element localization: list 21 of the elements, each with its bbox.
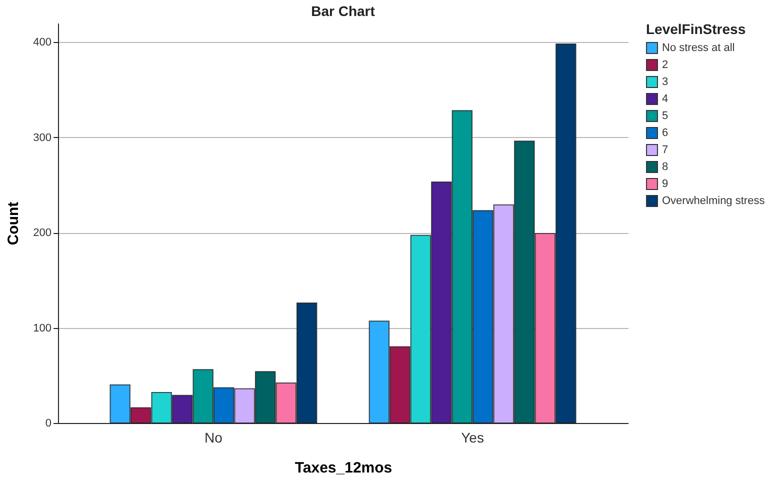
y-tick-label: 400 [33, 36, 52, 49]
legend-label: 3 [662, 76, 668, 88]
legend-label: 6 [662, 127, 668, 139]
x-tick-label: No [204, 430, 223, 446]
x-axis-title: Taxes_12mos [294, 460, 392, 476]
legend-label: 2 [662, 59, 668, 71]
legend-label: Overwhelming stress [662, 195, 766, 207]
y-tick-label: 300 [33, 132, 52, 144]
legend-label: No stress at all [662, 42, 735, 54]
y-axis-title: Count [5, 202, 22, 246]
y-tick-label: 100 [33, 322, 52, 334]
legend-label: 8 [662, 161, 668, 173]
y-tick-label: 200 [33, 227, 52, 240]
chart-title: Bar Chart [311, 3, 376, 19]
x-tick-label: Yes [461, 430, 484, 446]
legend-label: 9 [662, 178, 668, 190]
legend-label: 4 [662, 93, 668, 105]
y-tick-label: 0 [45, 418, 52, 430]
legend-label: 7 [662, 144, 668, 156]
legend-title: LevelFinStress [646, 21, 746, 37]
legend-label: 5 [662, 110, 668, 122]
